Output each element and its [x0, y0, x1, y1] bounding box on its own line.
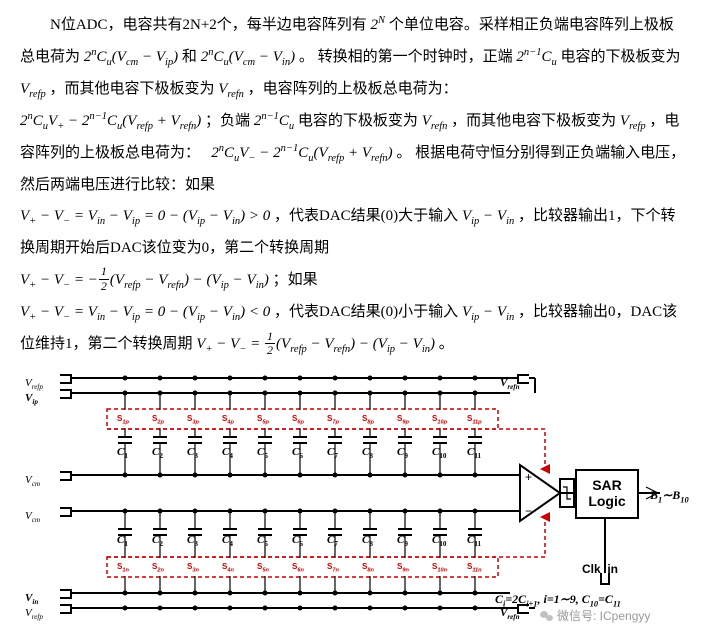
cap-label-n: C1	[117, 529, 128, 552]
switch-label-p: S5p	[257, 415, 269, 427]
cap-label-p: C10	[432, 441, 446, 464]
switch-label-p: S10p	[432, 415, 447, 427]
pin-vcm-bot	[60, 507, 72, 517]
switch-label-p: S2p	[152, 415, 164, 427]
switch-label-p: S3p	[187, 415, 199, 427]
t: 电容的下极板变为	[560, 49, 680, 65]
cap-label-p: C6	[292, 441, 303, 464]
switch-label-n: S8n	[362, 563, 374, 575]
switch-label-p: S6p	[292, 415, 304, 427]
switch-label-n: S10n	[432, 563, 447, 575]
pin-vip	[60, 389, 72, 399]
cap-label-n: C10	[432, 529, 446, 552]
body-text: N位ADC，电容共有2N+2个，每半边电容阵列有 2N 个单位电容。采样相正负端…	[20, 10, 687, 361]
switch-label-p: S1p	[117, 415, 129, 427]
t: 电容的下极板变为	[298, 113, 422, 129]
t: ，电容阵列的上极板总电荷为：	[248, 81, 458, 97]
cap-label-p: C2	[152, 441, 163, 464]
cap-label-p: C5	[257, 441, 268, 464]
cap-label-n: C6	[292, 529, 303, 552]
switch-label-n: S4n	[222, 563, 234, 575]
cap-label-n: C2	[152, 529, 163, 552]
cap-label-n: C8	[362, 529, 373, 552]
t: 。 转换相的第一个时钟时，正端	[299, 49, 517, 65]
switch-label-p: S4p	[222, 415, 234, 427]
switch-label-p: S9p	[397, 415, 409, 427]
rail-label: Vrefp	[25, 602, 43, 625]
rail-label: Vcm	[25, 469, 40, 492]
pin-vrefp-bot	[60, 604, 72, 614]
t: ；如果	[273, 272, 318, 288]
rail-label: Vcm	[25, 505, 40, 528]
cap-label-n: C7	[327, 529, 338, 552]
svg-text:+: +	[525, 470, 532, 484]
switch-label-n: S5n	[257, 563, 269, 575]
t: ，代表DAC结果(0)小于输入	[274, 304, 462, 320]
switch-label-n: S6n	[292, 563, 304, 575]
switch-label-n: S9n	[397, 563, 409, 575]
cap-label-p: C1	[117, 441, 128, 464]
rail-label: Vip	[25, 387, 38, 410]
switch-label-n: S11n	[467, 563, 482, 575]
t: N位ADC，电容共有2N+2个，每半边电容阵列有	[50, 17, 371, 33]
cap-label-n: C11	[467, 529, 481, 552]
wechat-watermark: 微信号: ICpengyy	[540, 604, 650, 629]
t: 和	[182, 49, 201, 65]
t: 。	[439, 336, 454, 352]
pin-vin	[60, 589, 72, 599]
pin-vrefp-top	[60, 374, 72, 384]
cap-label-p: C4	[222, 441, 233, 464]
pin-vcm-top	[60, 471, 72, 481]
cap-label-p: C9	[397, 441, 408, 464]
sar-adc-circuit-diagram: +− VrefpVipVcmVcmVinVrefp Vrefn Vrefn S1…	[20, 369, 687, 619]
cap-label-p: C11	[467, 441, 481, 464]
cap-label-p: C7	[327, 441, 338, 464]
pin-vrefn-top	[517, 374, 529, 384]
switch-label-p: S8p	[362, 415, 374, 427]
t: ，代表DAC结果(0)大于输入	[274, 208, 462, 224]
output-bits-label: B1∼B10	[650, 483, 689, 509]
pin-clk	[600, 573, 610, 585]
switch-label-n: S7n	[327, 563, 339, 575]
sar-logic-block: SARLogic	[575, 469, 639, 519]
t: ；负端	[205, 113, 254, 129]
wechat-icon	[540, 611, 554, 623]
switch-label-n: S2n	[152, 563, 164, 575]
cap-label-n: C5	[257, 529, 268, 552]
svg-text:−: −	[525, 504, 532, 518]
cap-label-n: C3	[187, 529, 198, 552]
switch-label-p: S11p	[467, 415, 482, 427]
t: ，而其他电容下极板变为	[451, 113, 620, 129]
switch-label-p: S7p	[327, 415, 339, 427]
switch-label-n: S3n	[187, 563, 199, 575]
switch-label-n: S1n	[117, 563, 129, 575]
cap-label-p: C8	[362, 441, 373, 464]
t: ，而其他电容下极板变为	[49, 81, 218, 97]
cap-label-n: C9	[397, 529, 408, 552]
cap-label-n: C4	[222, 529, 233, 552]
cap-label-p: C3	[187, 441, 198, 464]
